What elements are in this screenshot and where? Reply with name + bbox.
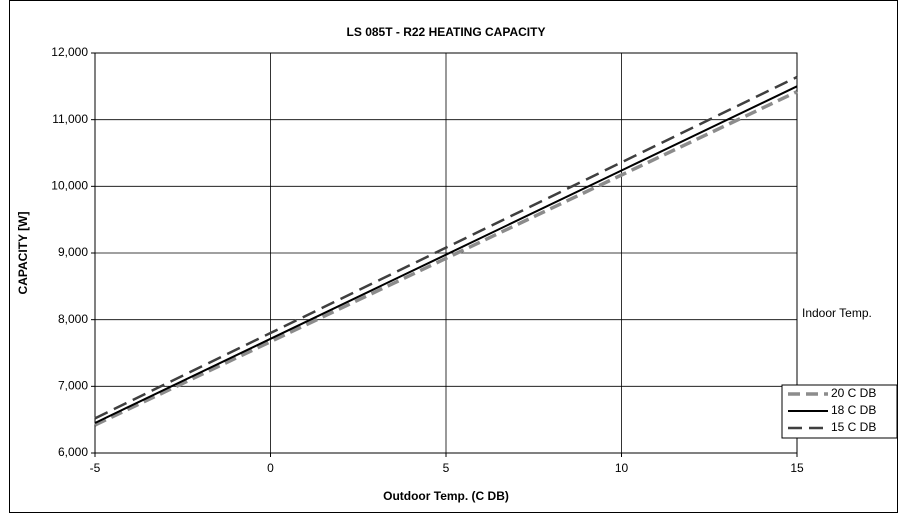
y-tick-label: 9,000: [58, 245, 88, 259]
series-line: [94, 75, 798, 420]
y-tick-label: 7,000: [58, 379, 88, 393]
x-tick-label: 5: [443, 461, 450, 475]
x-tick-label: 0: [267, 461, 274, 475]
series-line: [94, 90, 798, 427]
legend-title: Indoor Temp.: [802, 306, 872, 320]
x-tick-label: 15: [790, 461, 804, 475]
y-tick-label: 11,000: [52, 112, 88, 126]
y-axis-label: CAPACITY [W]: [16, 212, 30, 295]
legend-label: 15 C DB: [831, 420, 876, 434]
y-tick-label: 10,000: [51, 179, 88, 193]
x-tick-label: 10: [615, 461, 629, 475]
y-tick-label: 6,000: [58, 445, 88, 459]
y-tick-label: 12,000: [51, 45, 88, 59]
x-tick-label: -5: [90, 461, 101, 475]
legend-label: 20 C DB: [831, 386, 876, 400]
x-axis-label: Outdoor Temp. (C DB): [383, 489, 509, 503]
legend-label: 18 C DB: [831, 403, 876, 417]
y-tick-label: 8,000: [58, 312, 88, 326]
series-line: [94, 85, 798, 424]
chart-title: LS 085T - R22 HEATING CAPACITY: [347, 25, 546, 39]
